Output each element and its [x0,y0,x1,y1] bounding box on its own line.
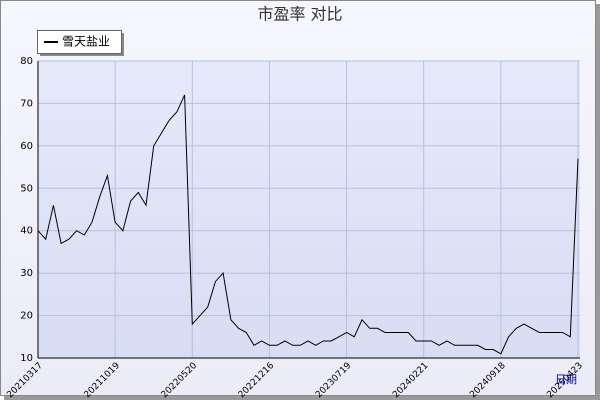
y-tick-label: 40 [20,226,33,237]
legend [37,30,122,54]
x-axis-label: 日期 [555,373,577,386]
y-tick-label: 50 [20,183,33,194]
y-tick-label: 60 [20,141,33,152]
y-tick-label: 80 [20,56,33,67]
shadow [596,4,600,400]
legend-label: 雪天盐业 [62,35,110,49]
chart-title: 市盈率 对比 [257,5,342,24]
y-tick-label: 20 [20,311,33,322]
y-tick-label: 10 [20,353,33,364]
y-tick-label: 70 [20,98,33,109]
line-series [37,94,579,355]
y-tick-label: 30 [20,268,33,279]
shadow [4,396,600,400]
plot-area [38,61,580,358]
